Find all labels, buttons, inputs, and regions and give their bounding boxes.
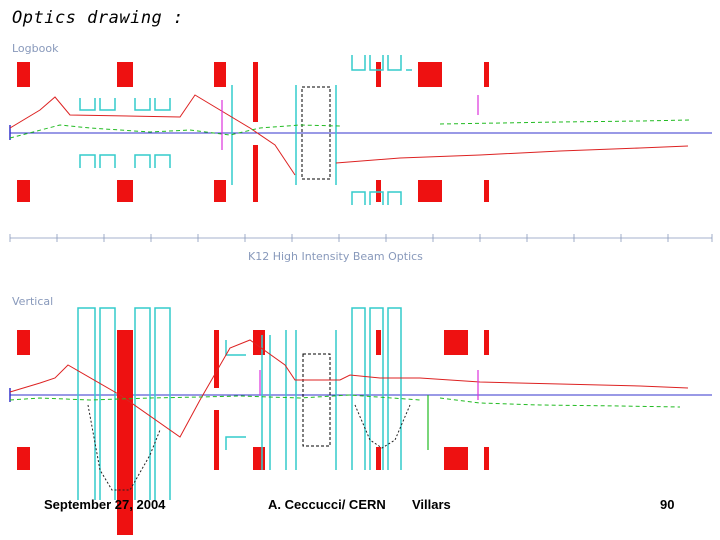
trajectory-x xyxy=(9,94,296,176)
magnet xyxy=(444,447,468,470)
footer-date: September 27, 2004 xyxy=(44,497,166,512)
trajectory-envelope xyxy=(354,404,411,449)
magnet xyxy=(376,62,381,87)
magnet xyxy=(17,447,30,470)
panel-1-label: Logbook xyxy=(12,42,59,55)
footer-author: A. Ceccucci/ CERN xyxy=(268,497,386,512)
magnet xyxy=(484,330,489,355)
magnet xyxy=(484,180,489,202)
magnet xyxy=(117,180,133,202)
magnet xyxy=(214,410,219,470)
magnet xyxy=(214,62,226,87)
magnet xyxy=(17,330,30,355)
magnet xyxy=(17,62,30,87)
trajectory-x-downstream xyxy=(335,145,689,164)
magnet xyxy=(253,145,258,202)
magnet xyxy=(253,62,258,122)
magnet xyxy=(253,330,265,355)
trajectory-envelope xyxy=(87,404,161,491)
scale-ticks xyxy=(9,234,713,242)
quadrupoles-bottom xyxy=(77,307,402,500)
magnet xyxy=(376,180,381,202)
magnet xyxy=(376,447,381,470)
magnets-top-upper xyxy=(17,62,489,122)
magnet xyxy=(253,447,265,470)
magnet xyxy=(376,330,381,355)
magnet xyxy=(418,180,442,202)
trajectory-dispersion xyxy=(9,394,421,401)
collimator-box xyxy=(302,353,331,447)
trajectory-dispersion-downstream xyxy=(439,397,681,408)
magnet xyxy=(214,330,219,388)
magnet xyxy=(214,180,226,202)
magnet xyxy=(117,330,133,535)
magnet xyxy=(484,447,489,470)
slide-title: Optics drawing : xyxy=(12,8,184,28)
panel-1-subtitle: K12 High Intensity Beam Optics xyxy=(248,250,423,263)
magnet xyxy=(17,180,30,202)
top-panel xyxy=(9,55,713,242)
magnet xyxy=(117,62,133,87)
magnet xyxy=(444,330,468,355)
footer-place: Villars xyxy=(412,497,451,512)
bottom-panel xyxy=(9,307,712,535)
magnet xyxy=(418,62,442,87)
footer-page-number: 90 xyxy=(660,497,675,512)
magnets-bottom xyxy=(17,330,489,535)
trajectory-dispersion-downstream xyxy=(439,119,691,125)
trajectory-dispersion xyxy=(9,124,341,139)
trajectory-y xyxy=(9,339,689,438)
panel-2-label: Vertical xyxy=(12,295,53,308)
magnet xyxy=(484,62,489,87)
magnets-top-lower xyxy=(17,145,489,202)
